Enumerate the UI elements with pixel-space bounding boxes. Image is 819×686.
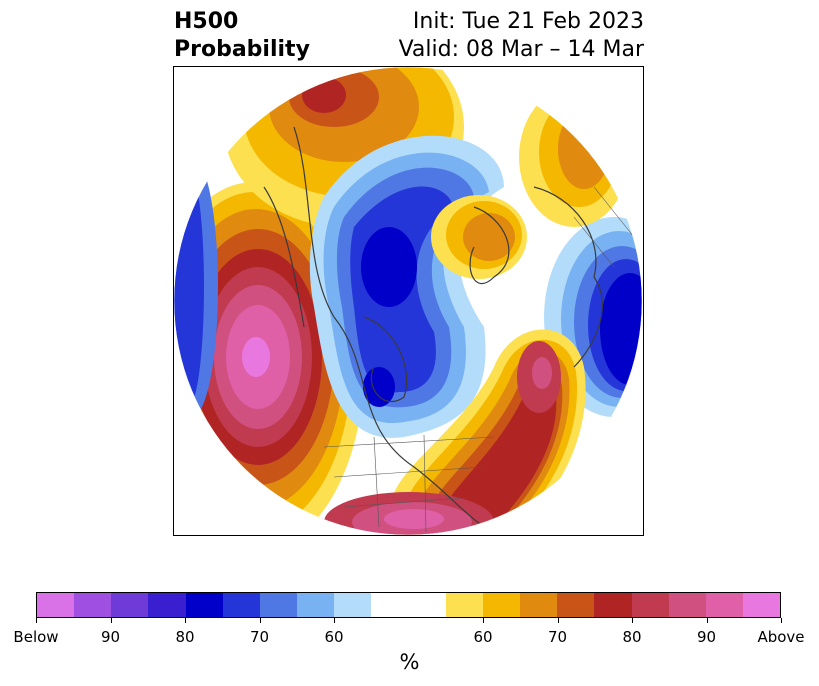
- atlantic-ridge-anomaly: [324, 329, 586, 535]
- colorbar-swatch-9: [371, 593, 409, 617]
- colorbar-swatch-0: [37, 593, 75, 617]
- colorbar-swatch-6: [259, 593, 298, 617]
- colorbar-swatch-16: [631, 593, 669, 617]
- political-borders: [323, 186, 635, 533]
- colorbar-tick-mark: [185, 618, 186, 623]
- colorbar-tick-label: 60: [473, 628, 493, 646]
- pacific-ridge-anomaly: [174, 157, 364, 535]
- colorbar-swatch-18: [705, 593, 743, 617]
- colorbar-tick-mark: [36, 618, 37, 623]
- colorbar-tick-mark: [632, 618, 633, 623]
- colorbar-tick-mark: [706, 618, 708, 623]
- colorbar-tick-label: 90: [100, 628, 121, 646]
- colorbar-tick-label: 80: [622, 628, 642, 646]
- colorbar-swatch-8: [334, 593, 372, 617]
- colorbar-tick-mark: [259, 618, 261, 623]
- colorbar-tick-mark: [781, 618, 782, 623]
- colorbar-tick-label: 60: [324, 628, 344, 646]
- colorbar-tick-label: Above: [757, 628, 805, 646]
- colorbar-swatch-11: [445, 593, 483, 617]
- colorbar-tick-label: 80: [175, 628, 195, 646]
- forecast-dates: Init: Tue 21 Feb 2023 Valid: 08 Mar – 14…: [399, 8, 644, 64]
- colorbar-unit-label: %: [399, 650, 420, 674]
- valid-range: Valid: 08 Mar – 14 Mar: [398, 37, 644, 62]
- colorbar-swatch-5: [222, 593, 260, 617]
- colorbar-swatch-10: [408, 593, 446, 617]
- colorbar-swatch-4: [185, 593, 223, 617]
- colorbar-tick-mark: [334, 618, 335, 623]
- colorbar-swatch-14: [557, 593, 595, 617]
- colorbar-swatch-3: [148, 593, 186, 617]
- colorbar-swatch-19: [742, 593, 781, 617]
- colorbar-swatch-13: [520, 593, 558, 617]
- colorbar-tick-label: Below: [13, 628, 59, 646]
- map-disc: [174, 67, 642, 535]
- map-panel: [173, 66, 644, 536]
- colorbar-swatch-17: [668, 593, 706, 617]
- probability-colorbar: [36, 592, 781, 618]
- colorbar-swatch-15: [594, 593, 632, 617]
- title-line-1: H500: [174, 9, 239, 34]
- chart-title: H500 Probability: [174, 8, 310, 64]
- colorbar-tick-label: 70: [249, 628, 270, 646]
- coastlines: [263, 126, 603, 535]
- colorbar-tick-mark: [557, 618, 559, 623]
- scandinavia-ridge-anomaly: [431, 87, 629, 279]
- colorbar-tick-label: 70: [547, 628, 568, 646]
- colorbar-swatch-7: [297, 593, 335, 617]
- colorbar-swatch-12: [482, 593, 521, 617]
- init-date: Init: Tue 21 Feb 2023: [412, 9, 644, 34]
- colorbar-tick-mark: [110, 618, 112, 623]
- title-line-2: Probability: [174, 37, 310, 62]
- colorbar-tick-label: 90: [696, 628, 717, 646]
- colorbar-swatch-2: [111, 593, 149, 617]
- probability-map: [174, 67, 643, 535]
- colorbar-swatch-1: [74, 593, 112, 617]
- colorbar-tick-mark: [483, 618, 484, 623]
